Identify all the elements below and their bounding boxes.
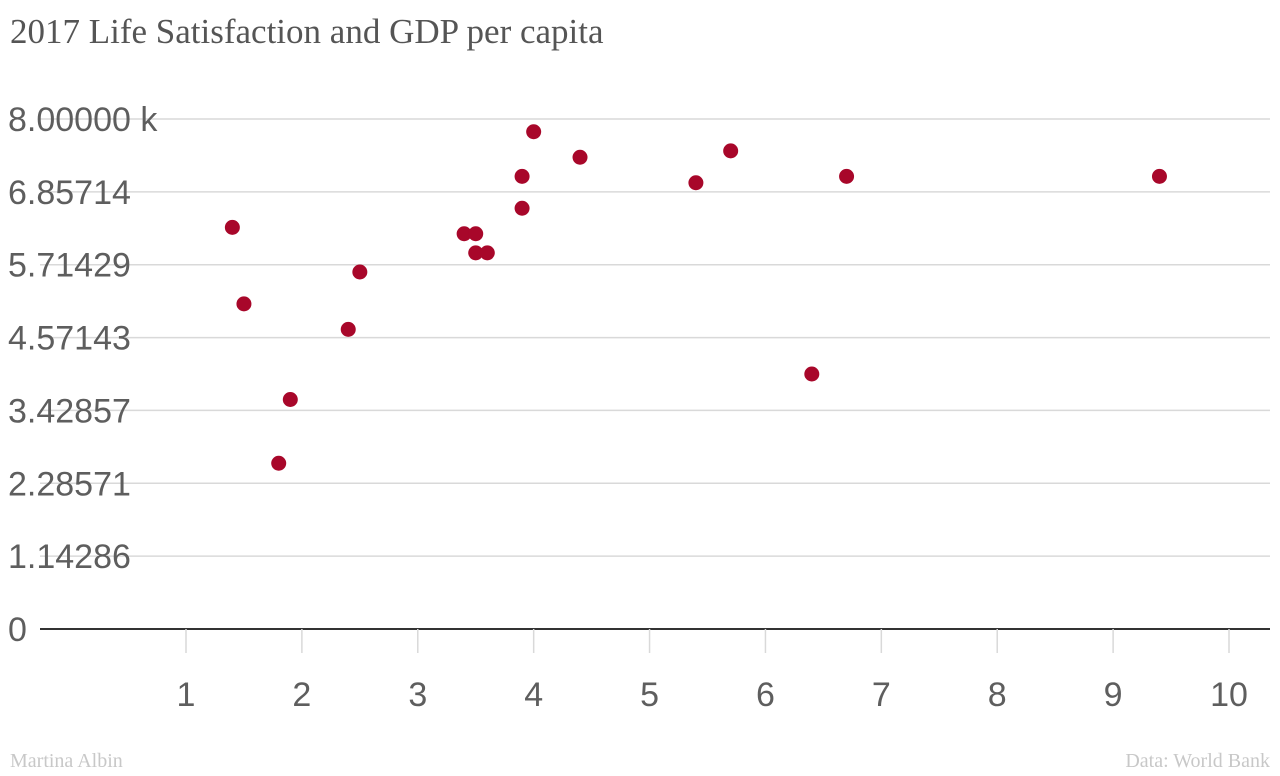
data-point — [839, 168, 855, 184]
data-points — [224, 124, 1167, 471]
data-point — [282, 392, 298, 407]
data-point — [236, 296, 252, 312]
data-source: Data: World Bank — [1125, 750, 1270, 772]
x-tick-label: 1 — [177, 676, 196, 714]
data-point — [804, 366, 820, 382]
y-tick-labels: 0 1.14286 2.28571 3.42857 4.57143 5.71429 6.85… — [8, 101, 158, 649]
axes — [40, 628, 1270, 653]
x-tick-label: 6 — [756, 676, 775, 714]
data-point — [271, 455, 287, 471]
data-point — [514, 168, 530, 184]
x-tick-labels: 1 2 3 4 5 6 7 8 9 10 — [177, 676, 1248, 714]
data-point — [514, 200, 530, 216]
y-tick-label: 3.42857 — [8, 392, 131, 430]
y-tick-label: 6.85714 — [8, 174, 131, 212]
data-point — [352, 264, 368, 280]
x-tick-label: 8 — [988, 676, 1007, 714]
y-tick-label: 8.00000 k — [8, 101, 158, 139]
y-tick-label: 0 — [8, 611, 27, 649]
y-tick-label: 1.14286 — [8, 538, 131, 576]
data-point — [456, 226, 472, 242]
x-tick-label: 3 — [408, 676, 427, 714]
data-point — [224, 219, 240, 235]
data-point — [1151, 168, 1167, 184]
grid-lines — [40, 118, 1270, 557]
x-tick-label: 9 — [1104, 676, 1123, 714]
author-credit: Martina Albin — [10, 750, 123, 772]
y-tick-label: 5.71429 — [8, 247, 131, 285]
x-tick-label: 7 — [872, 676, 891, 714]
data-point — [688, 175, 704, 191]
y-tick-label: 4.57143 — [8, 320, 131, 358]
data-point — [468, 226, 484, 242]
y-tick-label: 2.28571 — [8, 465, 131, 503]
x-tick-label: 5 — [640, 676, 659, 714]
x-tick-label: 2 — [292, 676, 311, 714]
x-tick-label: 10 — [1210, 676, 1248, 714]
data-point — [468, 245, 484, 261]
data-point — [340, 321, 356, 337]
x-tick-label: 4 — [524, 676, 543, 714]
data-point — [479, 245, 495, 261]
data-point — [723, 143, 739, 159]
data-point — [572, 149, 588, 165]
data-point — [526, 124, 542, 140]
chart-title: 2017 Life Satisfaction and GDP per capit… — [10, 12, 604, 51]
